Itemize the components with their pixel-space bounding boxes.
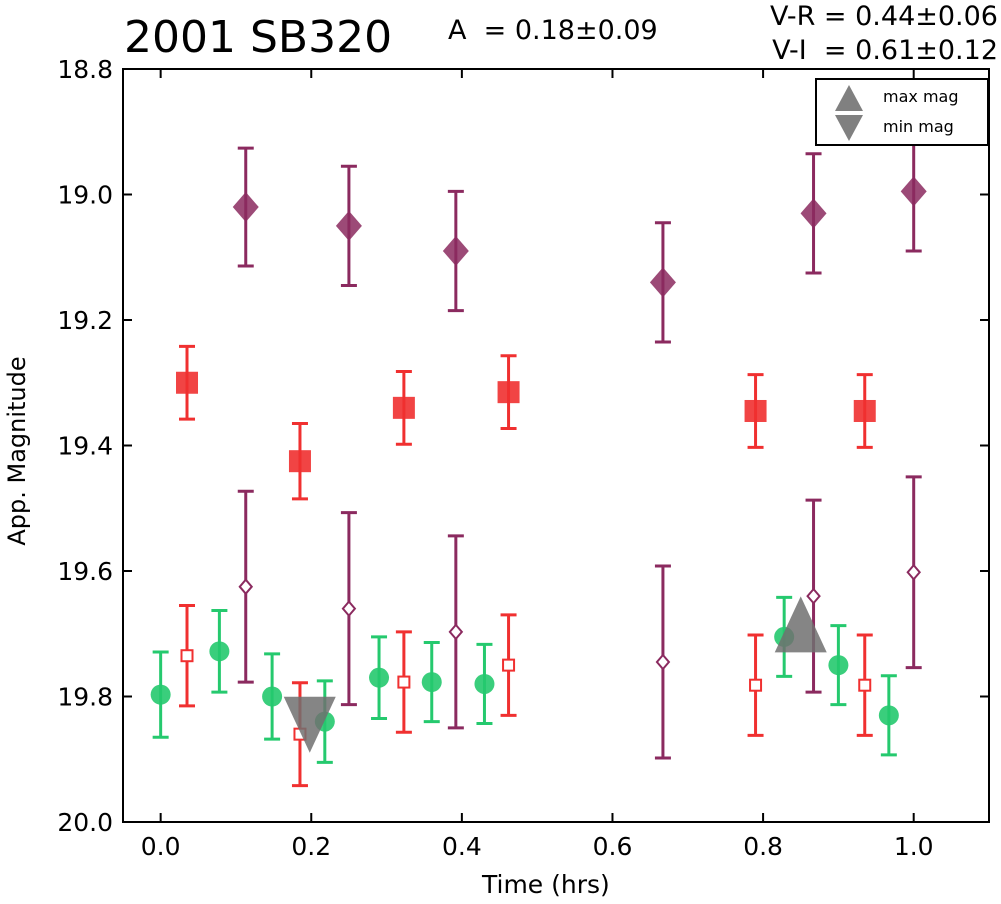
data-point-open-square bbox=[858, 678, 872, 692]
data-point-diamond bbox=[800, 198, 827, 229]
max-mag-marker bbox=[774, 596, 827, 653]
data-point-open-diamond bbox=[448, 623, 464, 641]
data-point-square bbox=[853, 399, 876, 422]
data-point-open-diamond bbox=[655, 653, 671, 671]
legend: max mag min mag bbox=[815, 78, 989, 146]
data-point-diamond bbox=[442, 235, 469, 266]
data-point-open-square bbox=[397, 675, 411, 689]
x-tick-label: 0.6 bbox=[593, 832, 633, 861]
data-point-circle bbox=[421, 672, 442, 693]
triangle-down-icon bbox=[835, 115, 863, 141]
legend-label-max-mag: max mag bbox=[883, 87, 959, 106]
data-markers bbox=[150, 176, 927, 741]
x-axis-label: Time (hrs) bbox=[482, 870, 610, 899]
chart-title: 2001 SB320 bbox=[124, 12, 393, 63]
data-point-circle bbox=[262, 686, 283, 707]
min-mag-marker bbox=[283, 696, 336, 753]
axis-ticks: 0.0 0.2 0.4 0.6 0.8 1.0 18.8 19.0 19.2 19.4 19.6 19… bbox=[57, 55, 989, 861]
data-point-circle bbox=[828, 655, 849, 676]
data-point-square bbox=[744, 399, 767, 422]
data-point-diamond bbox=[335, 210, 362, 241]
plot-frame bbox=[122, 68, 990, 823]
axes-frame bbox=[122, 68, 990, 823]
legend-item-max-mag: max mag bbox=[817, 83, 987, 113]
data-point-open-diamond bbox=[806, 587, 821, 605]
data-point-diamond bbox=[649, 267, 676, 298]
color-vr-label: V-R = 0.44±0.06 bbox=[769, 1, 998, 32]
data-point-circle bbox=[474, 673, 495, 694]
y-tick-label: 19.0 bbox=[57, 181, 113, 210]
x-tick-label: 1.0 bbox=[894, 832, 934, 861]
data-point-square bbox=[392, 396, 415, 419]
y-axis-label: App. Magnitude bbox=[3, 356, 31, 546]
y-tick-label: 18.8 bbox=[57, 55, 113, 84]
data-point-open-square bbox=[749, 678, 763, 692]
x-tick-label: 0.8 bbox=[743, 832, 783, 861]
extrema-markers bbox=[283, 596, 827, 753]
data-point-circle bbox=[209, 641, 230, 662]
y-tick-label: 19.4 bbox=[57, 432, 113, 461]
y-tick-label: 19.8 bbox=[57, 683, 113, 712]
data-point-circle bbox=[369, 667, 390, 688]
data-point-open-diamond bbox=[906, 563, 922, 581]
data-point-diamond bbox=[900, 176, 927, 207]
data-point-open-square bbox=[180, 649, 194, 663]
legend-label-min-mag: min mag bbox=[883, 117, 954, 136]
data-point-square bbox=[497, 381, 520, 404]
data-point-open-diamond bbox=[238, 578, 254, 596]
y-tick-label: 20.0 bbox=[57, 808, 113, 837]
data-point-circle bbox=[878, 705, 899, 726]
data-point-open-square bbox=[502, 658, 516, 672]
data-point-open-diamond bbox=[341, 600, 357, 618]
x-tick-label: 0.4 bbox=[442, 832, 482, 861]
triangle-up-icon bbox=[835, 85, 863, 111]
x-tick-label: 0.2 bbox=[291, 832, 331, 861]
error-bars bbox=[152, 130, 922, 788]
legend-item-min-mag: min mag bbox=[817, 113, 987, 143]
color-vi-label: V-I = 0.61±0.12 bbox=[772, 35, 998, 66]
y-tick-label: 19.6 bbox=[57, 557, 113, 586]
data-point-circle bbox=[150, 684, 171, 705]
data-point-square bbox=[288, 450, 311, 473]
data-point-diamond bbox=[232, 192, 259, 223]
y-tick-label: 19.2 bbox=[57, 306, 113, 335]
x-tick-label: 0.0 bbox=[141, 832, 181, 861]
amplitude-label: A = 0.18±0.09 bbox=[448, 15, 658, 46]
data-point-square bbox=[176, 371, 199, 394]
